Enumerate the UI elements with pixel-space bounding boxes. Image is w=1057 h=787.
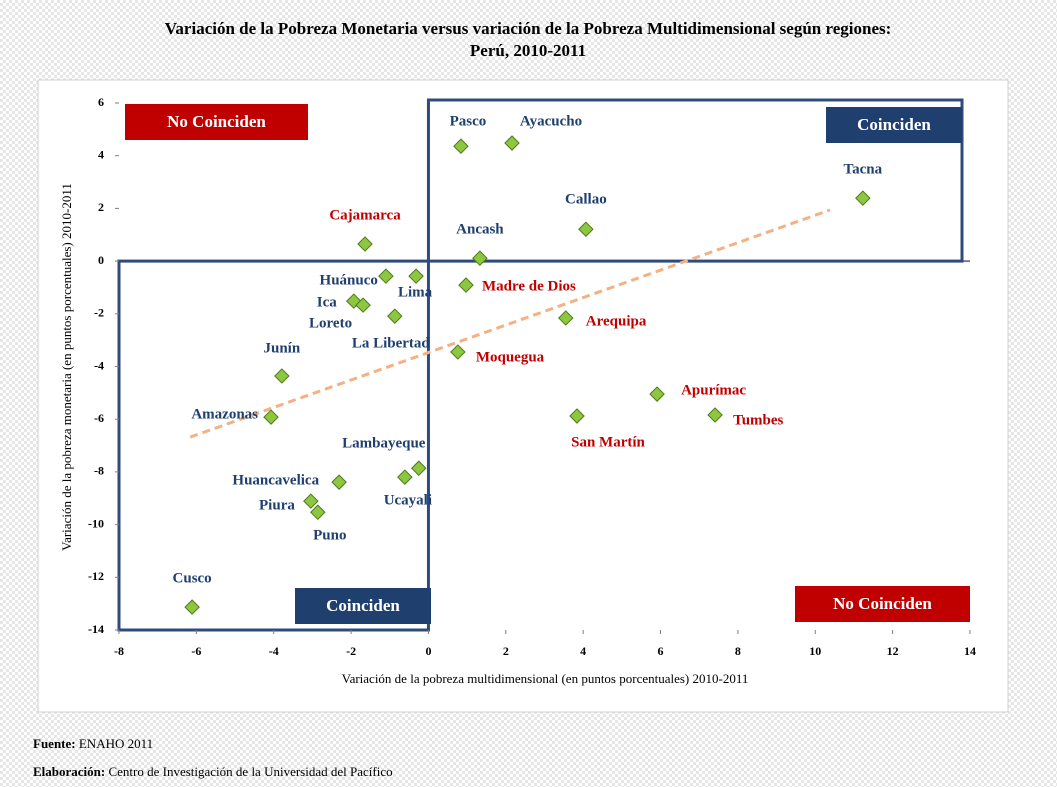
x-tick-label: -2 xyxy=(346,644,356,658)
point xyxy=(331,474,347,490)
x-tick-label: -8 xyxy=(114,644,124,658)
source-label: Fuente: xyxy=(33,736,76,751)
annotation-box xyxy=(295,588,431,624)
point xyxy=(184,599,200,615)
y-tick-label: -12 xyxy=(88,569,104,583)
y-tick-label: -2 xyxy=(94,306,104,320)
annotation: Coinciden xyxy=(326,596,400,615)
point xyxy=(458,277,474,293)
chart-title: Variación de la Pobreza Monetaria versus… xyxy=(165,19,892,38)
annotation-box xyxy=(826,107,962,143)
x-tick-label: 12 xyxy=(887,644,899,658)
point-label: Apurímac xyxy=(681,383,746,399)
point-label: Loreto xyxy=(309,316,352,332)
y-tick-label: 4 xyxy=(98,147,104,161)
point xyxy=(855,190,871,206)
x-tick-label: 8 xyxy=(735,644,741,658)
point xyxy=(397,469,413,485)
point xyxy=(263,409,279,425)
x-tick-label: 6 xyxy=(658,644,664,658)
annotation-box xyxy=(125,104,308,140)
point-label: Ayacucho xyxy=(520,113,582,129)
source: ENAHO 2011 xyxy=(79,736,153,751)
point-label: Ica xyxy=(317,295,337,311)
point xyxy=(357,236,373,252)
point xyxy=(274,368,290,384)
point xyxy=(378,268,394,284)
footer-credit: Elaboración: Centro de Investigación de … xyxy=(33,764,393,779)
point xyxy=(578,221,594,237)
point-label: Junín xyxy=(263,340,300,356)
point-label: Callao xyxy=(565,192,607,208)
x-tick-label: 14 xyxy=(964,644,976,658)
y-axis-label: Variación de la pobreza monetaria (en pu… xyxy=(59,183,74,551)
y-tick-label: 0 xyxy=(98,253,104,267)
point xyxy=(707,407,723,423)
annotation: No Coinciden xyxy=(167,112,266,131)
x-tick-label: 0 xyxy=(425,644,431,658)
point-label: Pasco xyxy=(450,114,487,130)
point-label: Tacna xyxy=(844,162,883,178)
point-label: Huancavelica xyxy=(232,473,319,489)
point-label: Ucayali xyxy=(384,493,432,509)
credit-label: Elaboración: xyxy=(33,764,105,779)
trendline xyxy=(189,208,831,439)
point xyxy=(504,135,520,151)
credit: Centro de Investigación de la Universida… xyxy=(108,764,392,779)
point-label: Moquegua xyxy=(476,349,545,365)
point-label: Huánuco xyxy=(320,273,378,289)
point-label: Ancash xyxy=(456,222,504,238)
x-tick-label: -6 xyxy=(191,644,201,658)
point xyxy=(649,386,665,402)
point xyxy=(472,250,488,266)
annotation-box xyxy=(795,586,970,622)
point xyxy=(569,408,585,424)
point xyxy=(355,297,371,313)
y-tick-label: 2 xyxy=(98,200,104,214)
point-label: San Martín xyxy=(571,434,645,450)
x-tick-label: 10 xyxy=(809,644,821,658)
point-label: Piura xyxy=(259,498,295,514)
y-tick-label: -6 xyxy=(94,411,104,425)
point xyxy=(450,344,466,360)
annotation: Coinciden xyxy=(857,115,931,134)
point xyxy=(303,493,319,509)
point xyxy=(387,308,403,324)
y-tick-label: 6 xyxy=(98,95,104,109)
x-tick-label: 2 xyxy=(503,644,509,658)
point-label: Amazonas xyxy=(191,407,258,423)
y-tick-label: -4 xyxy=(94,358,104,372)
quadrant-box xyxy=(426,98,964,263)
point-label: Madre de Dios xyxy=(482,279,576,295)
point-label: Arequipa xyxy=(586,313,647,329)
y-tick-label: -10 xyxy=(88,516,104,530)
point xyxy=(310,504,326,520)
chart-title: Perú, 2010-2011 xyxy=(470,41,586,60)
point-label: Lambayeque xyxy=(342,436,426,452)
x-tick-label: -4 xyxy=(269,644,279,658)
x-axis-label: Variación de la pobreza multidimensional… xyxy=(342,671,749,686)
x-tick-label: 4 xyxy=(580,644,586,658)
point-label: Puno xyxy=(313,528,346,544)
point xyxy=(411,460,427,476)
point-label: Cusco xyxy=(173,571,212,587)
annotation: No Coinciden xyxy=(833,594,932,613)
y-tick-label: -14 xyxy=(88,622,104,636)
point xyxy=(453,138,469,154)
point-label: Tumbes xyxy=(733,412,783,428)
point xyxy=(408,268,424,284)
footer-source: Fuente: ENAHO 2011 xyxy=(33,736,153,751)
point-label: La Libertad xyxy=(352,336,431,352)
point-label: Lima xyxy=(398,285,433,301)
point-label: Cajamarca xyxy=(329,207,401,223)
point xyxy=(557,310,574,326)
y-tick-label: -8 xyxy=(94,464,104,478)
